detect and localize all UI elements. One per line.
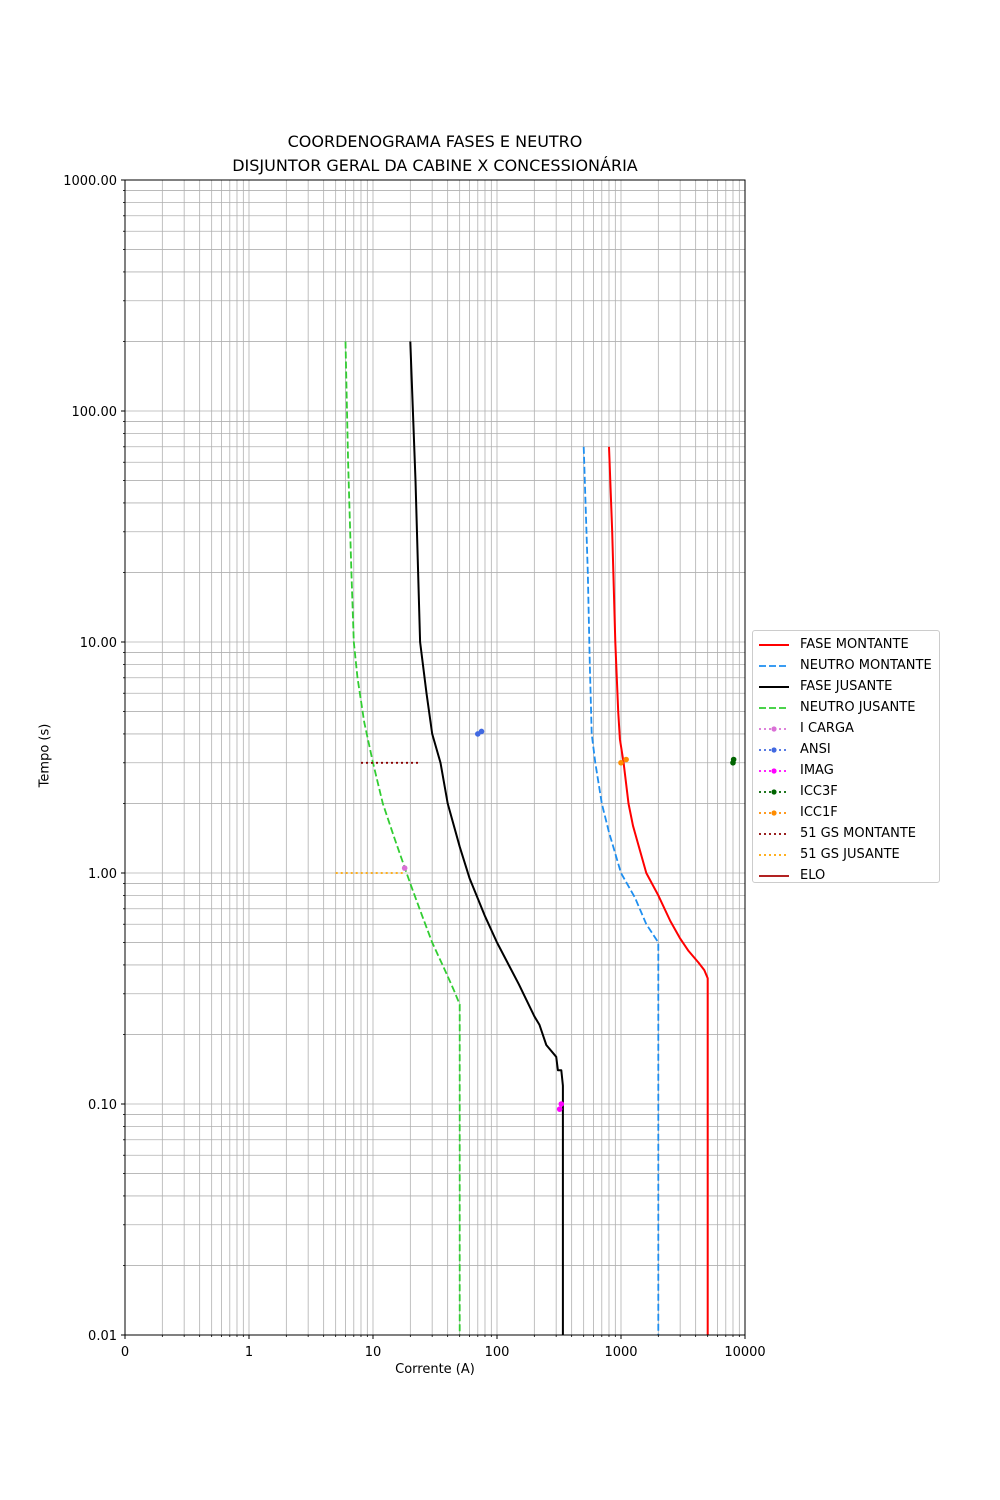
legend-item-ansi: ANSI xyxy=(753,739,939,760)
series-line-fase-montante xyxy=(608,446,709,1335)
series-group xyxy=(335,341,737,1335)
series-line-neutro-montante xyxy=(582,446,660,1335)
legend-swatch-51-gs-montante xyxy=(759,832,789,835)
legend-label: ANSI xyxy=(800,742,831,757)
y-tick-label: 0.10 xyxy=(88,1098,117,1113)
legend-item-fase-montante: FASE MONTANTE xyxy=(753,634,939,655)
series-point-ansi xyxy=(478,728,485,735)
legend-swatch-imag xyxy=(759,767,789,774)
x-axis-ticks: 0 1 10 100 1000 10000 xyxy=(121,1335,766,1360)
legend-swatch-i-carga xyxy=(759,725,789,732)
legend-item-51-gs-jusante: 51 GS JUSANTE xyxy=(753,844,939,865)
legend-item-imag: IMAG xyxy=(753,760,939,781)
series-point-imag xyxy=(558,1101,565,1107)
series-point-i-carga xyxy=(401,865,408,871)
legend-swatch-marker xyxy=(771,788,777,795)
legend-label: ICC3F xyxy=(800,784,838,799)
legend-item-i-carga: I CARGA xyxy=(753,718,939,739)
legend-swatch-marker xyxy=(771,809,777,816)
series-line-fase-jusante xyxy=(409,341,564,1335)
series-point-icc1f xyxy=(618,759,624,766)
legend-item-51-gs-montante: 51 GS MONTANTE xyxy=(753,823,939,844)
legend-label: ELO xyxy=(800,868,826,883)
legend-swatch-fase-jusante xyxy=(759,685,789,688)
y-tick-label: 100.00 xyxy=(72,405,118,420)
series-point-icc1f xyxy=(623,756,629,763)
legend-item-icc1f: ICC1F xyxy=(753,802,939,823)
legend-label: ICC1F xyxy=(800,805,838,820)
legend-swatch-fase-montante xyxy=(759,643,789,646)
x-tick-label: 0 xyxy=(121,1345,129,1360)
legend-swatch-elo xyxy=(759,874,789,877)
series-point-imag xyxy=(556,1106,563,1112)
legend-swatch-neutro-montante xyxy=(759,664,789,667)
legend-swatch-marker xyxy=(771,767,777,774)
legend-item-neutro-jusante: NEUTRO JUSANTE xyxy=(753,697,939,718)
plot-frame xyxy=(124,179,746,1336)
x-axis-label: Corrente (A) xyxy=(395,1362,475,1377)
y-tick-label: 10.00 xyxy=(80,636,117,651)
legend-label: 51 GS MONTANTE xyxy=(800,826,917,841)
legend-label: NEUTRO JUSANTE xyxy=(800,700,916,715)
series-point-icc3f xyxy=(730,756,737,763)
y-axis-label: Tempo (s) xyxy=(37,723,53,788)
x-tick-label: 1000 xyxy=(604,1345,637,1360)
legend-label: 51 GS JUSANTE xyxy=(800,847,900,862)
legend-swatch-marker xyxy=(771,725,777,732)
y-axis-ticks: 0.01 0.10 1.00 10.00 100.00 1000.00 xyxy=(63,174,125,1344)
legend-label: I CARGA xyxy=(800,721,854,736)
chart-title: COORDENOGRAMA FASES E NEUTRO xyxy=(287,132,583,151)
legend-swatch-neutro-jusante xyxy=(759,706,789,709)
x-tick-label: 10000 xyxy=(724,1345,765,1360)
x-tick-label: 100 xyxy=(485,1345,510,1360)
legend: FASE MONTANTE NEUTRO MONTANTE FASE JUSANTE… xyxy=(752,630,940,883)
legend-label: NEUTRO MONTANTE xyxy=(800,658,932,673)
grid xyxy=(124,180,745,1336)
legend-swatch-marker xyxy=(771,746,777,753)
legend-item-fase-jusante: FASE JUSANTE xyxy=(753,676,939,697)
x-tick-label: 10 xyxy=(365,1345,382,1360)
y-tick-label: 0.01 xyxy=(88,1329,117,1344)
legend-swatch-icc3f xyxy=(759,788,789,795)
y-tick-label: 1000.00 xyxy=(63,174,117,189)
series-line-neutro-jusante xyxy=(344,341,461,1335)
legend-label: IMAG xyxy=(800,763,834,778)
legend-swatch-icc1f xyxy=(759,809,789,816)
legend-swatch-ansi xyxy=(759,746,789,753)
x-tick-label: 1 xyxy=(245,1345,253,1360)
chart-subtitle: DISJUNTOR GERAL DA CABINE X CONCESSIONÁR… xyxy=(232,156,638,175)
legend-item-elo: ELO xyxy=(753,865,939,886)
legend-item-neutro-montante: NEUTRO MONTANTE xyxy=(753,655,939,676)
y-tick-label: 1.00 xyxy=(88,867,117,882)
legend-swatch-51-gs-jusante xyxy=(759,853,789,856)
legend-item-icc3f: ICC3F xyxy=(753,781,939,802)
legend-label: FASE MONTANTE xyxy=(800,637,909,652)
legend-label: FASE JUSANTE xyxy=(800,679,893,694)
